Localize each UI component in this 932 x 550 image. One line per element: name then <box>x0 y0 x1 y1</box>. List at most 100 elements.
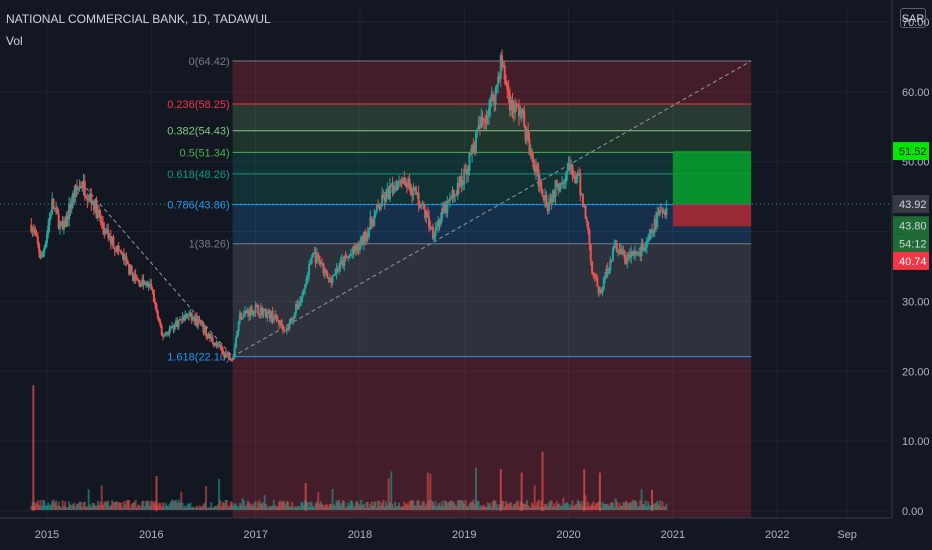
candle-body <box>618 250 621 254</box>
volume-bar <box>109 505 112 511</box>
x-tick-label: 2015 <box>35 529 59 541</box>
candle-body <box>250 307 253 316</box>
volume-bar <box>229 501 232 511</box>
volume-bar <box>585 506 588 511</box>
currency-button[interactable]: SAR <box>900 8 926 28</box>
volume-bar <box>272 499 275 511</box>
price-tag-bg <box>893 251 929 270</box>
volume-bar <box>267 506 270 511</box>
volume-bar <box>319 501 322 511</box>
candle-body <box>400 181 403 184</box>
volume-bar <box>58 505 61 511</box>
volume-bar <box>654 503 657 511</box>
candle-body <box>244 310 247 314</box>
volume-bar <box>292 507 295 511</box>
candle-body <box>194 316 197 322</box>
volume-bar <box>614 498 617 511</box>
candle-body <box>163 335 166 337</box>
volume-bar <box>365 501 368 511</box>
candle-body <box>422 203 425 210</box>
volume-bar <box>521 503 524 511</box>
volume-bar <box>168 503 171 511</box>
candle-body <box>592 273 595 275</box>
volume-bar <box>592 501 595 511</box>
volume-bar <box>657 504 660 511</box>
volume-bar <box>284 504 287 511</box>
volume-bar <box>503 506 506 511</box>
volume-bar <box>73 502 76 511</box>
candle-body <box>98 209 101 214</box>
volume-bar <box>589 505 592 511</box>
candle-body <box>578 173 581 175</box>
volume-bar <box>525 500 528 511</box>
volume-bar <box>218 479 221 511</box>
volume-bar <box>658 500 661 511</box>
candle-body <box>511 99 514 111</box>
volume-bar <box>613 507 616 511</box>
volume-bar <box>474 467 477 511</box>
candle-body <box>323 269 326 274</box>
candle-body <box>327 277 330 279</box>
volume-bar <box>57 501 60 511</box>
volume-bar <box>124 504 127 511</box>
candle-body <box>64 220 67 228</box>
candle-body <box>596 277 599 287</box>
candle-body <box>626 256 629 264</box>
candle-body <box>585 218 588 223</box>
volume-bar <box>600 507 603 511</box>
candle-body <box>544 194 547 201</box>
candle-body <box>514 103 517 113</box>
volume-bar <box>38 505 41 511</box>
volume-bar <box>507 504 510 511</box>
candle-body <box>138 279 141 287</box>
volume-bar <box>574 504 577 511</box>
volume-bar <box>212 506 215 511</box>
volume-bar <box>561 506 564 511</box>
candle-body <box>395 186 398 191</box>
candle-body <box>377 205 380 207</box>
volume-bar <box>244 506 247 511</box>
volume-bar <box>618 502 621 511</box>
volume-bar <box>215 506 218 511</box>
volume-bar <box>120 502 123 511</box>
candle-body <box>364 231 367 242</box>
candle-body <box>145 282 148 284</box>
volume-bar <box>493 500 496 511</box>
candle-body <box>318 255 321 265</box>
fib-zone <box>232 173 752 205</box>
candle-body <box>613 245 616 249</box>
volume-bar <box>606 504 609 511</box>
volume-bar <box>199 506 202 511</box>
volume-bar <box>237 507 240 511</box>
candle-body <box>657 212 660 215</box>
volume-bar <box>377 500 380 511</box>
volume-bar <box>400 506 403 511</box>
volume-bar <box>51 501 54 511</box>
volume-bar <box>386 505 389 511</box>
fib-level-label: 0.382(54.43) <box>167 126 229 138</box>
long-position-stop-zone <box>672 204 752 227</box>
fib-trend-line <box>232 60 752 358</box>
volume-bar <box>207 507 210 511</box>
candle-body <box>311 253 314 258</box>
volume-bar <box>151 500 154 511</box>
volume-bar <box>631 499 634 511</box>
volume-bar <box>348 504 351 511</box>
candle-body <box>287 327 290 329</box>
candle-body <box>228 353 231 359</box>
candle-body <box>116 245 119 253</box>
volume-bar <box>378 501 381 511</box>
volume-bar <box>454 504 457 511</box>
volume-bar <box>424 506 427 511</box>
candle-body <box>52 199 55 209</box>
volume-bar <box>544 503 547 511</box>
candle-body <box>65 215 68 228</box>
volume-bar <box>275 505 278 511</box>
volume-bar <box>163 506 166 511</box>
volume-bar <box>371 505 374 511</box>
volume-bar <box>96 500 99 511</box>
candle-body <box>224 353 227 358</box>
candle-body <box>266 312 269 318</box>
candle-body <box>262 310 265 316</box>
